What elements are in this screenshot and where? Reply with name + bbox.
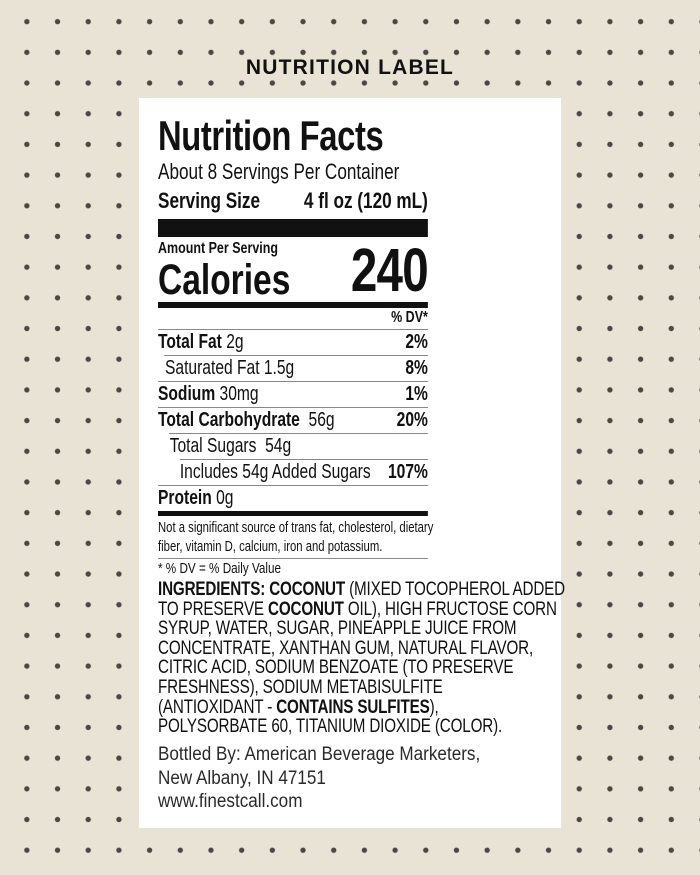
footnote: Not a significant source of trans fat, c… [158,519,434,557]
nutrient-row-protein: Protein 0g [158,486,428,510]
footnote-line: Not a significant source of trans fat, c… [158,520,434,536]
ingredients-text: (ANTIOXIDANT - [158,695,277,718]
dv-header: % DV* [391,309,428,326]
divider [158,485,428,486]
divider [158,329,428,330]
nutrient-name: Saturated Fat 1.5g [165,357,295,379]
ingredients-bold: INGREDIENTS: COCONUT [158,578,346,600]
divider [179,459,428,460]
divider [158,558,428,559]
nutrient-name: Includes 54g Added Sugars [179,461,371,483]
ingredients-text: TO PRESERVE [158,597,268,620]
nutrient-amount: 0g [216,487,234,509]
nutrient-amount: 56g [308,409,335,431]
ingredients: INGREDIENTS: COCONUT (MIXED TOCOPHEROL A… [158,578,565,738]
ingredients-text: POLYSORBATE 60, TITANIUM DIOXIDE (COLOR)… [158,715,503,738]
calories-label: Calories [158,256,291,304]
medium-divider [158,302,428,308]
nutrient-amount: 2g [226,331,244,353]
nutrient-dv: 107% [387,461,428,483]
bottler-info: Bottled By: American Beverage Marketers,… [158,743,480,814]
nutrient-dv: 1% [405,383,428,405]
nutrient-row-sodium: Sodium 30mg 1% [158,382,428,406]
nutrient-amount: 54g [265,435,292,457]
bottler-address: New Albany, IN 47151 [158,767,326,789]
divider [158,381,428,382]
page-header: NUTRITION LABEL [245,56,455,79]
nutrient-row-total-sugars: Total Sugars 54g [158,434,428,458]
dv-footnote: * % DV = % Daily Value [158,560,282,577]
bottler-name: Bottled By: American Beverage Marketers, [158,744,481,765]
ingredients-text: CITRIC ACID, SODIUM BENZOATE (TO PRESERV… [158,656,514,679]
nutrient-row-total-fat: Total Fat 2g 2% [158,330,428,354]
divider [158,407,428,408]
nutrient-name: Total Fat [158,331,222,353]
nutrient-dv: 2% [405,331,428,353]
ingredients-text: FRESHNESS), SODIUM METABISULFITE [158,675,443,698]
ingredients-text: (MIXED TOCOPHEROL ADDED [345,578,565,600]
divider [168,433,428,434]
bottler-website: www.finestcall.com [158,791,303,812]
nutrient-row-saturated-fat: Saturated Fat 1.5g 8% [158,356,428,380]
nutrition-label-panel: Nutrition Facts About 8 Servings Per Con… [139,98,565,828]
nutrient-amount: 30mg [219,383,259,405]
calories-value: 240 [350,236,429,304]
medium-divider [158,511,428,516]
footnote-line: fiber, vitamin D, calcium, iron and pota… [158,539,383,555]
serving-size-value: 4 fl oz (120 mL) [303,188,428,213]
serving-size-label: Serving Size [158,188,261,213]
ingredients-text: SYRUP, WATER, SUGAR, PINEAPPLE JUICE FRO… [158,617,517,640]
ingredients-text: OIL), HIGH FRUCTOSE CORN [343,597,557,620]
ingredients-text: ), [429,695,439,718]
thick-divider [158,219,428,237]
nutrient-name: Protein [158,487,212,509]
nutrient-name: Total Carbohydrate [158,409,300,431]
amount-per-serving: Amount Per Serving [158,240,278,257]
nutrition-facts: Nutrition Facts About 8 Servings Per Con… [158,98,434,578]
servings-per-container: About 8 Servings Per Container [158,159,400,184]
facts-title: Nutrition Facts [158,112,384,159]
serving-size: Serving Size 4 fl oz (120 mL) [158,188,428,213]
ingredients-text: CONCENTRATE, XANTHAN GUM, NATURAL FLAVOR… [158,636,534,659]
divider [164,355,428,356]
nutrient-name: Sodium [158,383,216,405]
nutrient-row-added-sugars: Includes 54g Added Sugars 107% [158,460,428,484]
nutrient-name: Total Sugars [169,435,257,457]
nutrient-dv: 8% [405,357,428,379]
ingredients-bold: COCONUT [267,597,344,620]
ingredients-bold: CONTAINS SULFITES [276,695,430,718]
nutrient-dv: 20% [396,409,428,431]
nutrient-row-total-carbohydrate: Total Carbohydrate 56g 20% [158,408,428,432]
